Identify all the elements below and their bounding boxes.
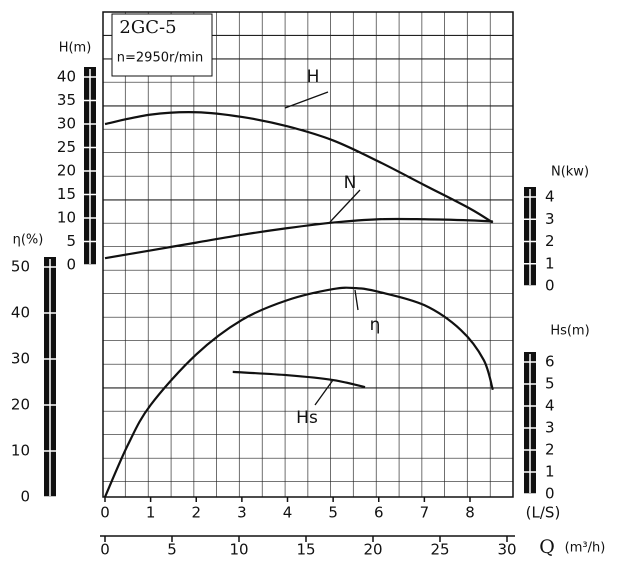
curve-label: Hs (296, 408, 318, 428)
x-axis-title: (L/S) (526, 504, 561, 522)
chart-subtitle: n=2950r/min (117, 51, 203, 66)
x-tick-label: 5 (328, 504, 338, 522)
curve (104, 111, 494, 224)
y-tick-label: 2 (545, 441, 555, 459)
x-tick-label: 3 (237, 504, 247, 522)
curve (103, 286, 494, 498)
y-axis-title: N(kw) (551, 165, 589, 180)
y-tick-label: 2 (545, 232, 555, 250)
curve-label: η (370, 315, 381, 335)
y-tick-label: 25 (57, 138, 76, 156)
y-tick-label: 6 (545, 353, 555, 371)
y-axis-title: η(%) (13, 233, 44, 248)
x-axis-title: Q (539, 536, 555, 558)
y-tick-label: 4 (545, 397, 555, 415)
y-axis-title: H(m) (59, 41, 92, 56)
curve (232, 370, 366, 389)
x-tick-label: 8 (465, 504, 475, 522)
y-tick-label: 0 (545, 277, 555, 295)
y-tick-label: 35 (57, 91, 76, 109)
y-tick-label: 3 (545, 210, 555, 228)
y-tick-label: 15 (57, 185, 76, 203)
y-tick-label: 0 (66, 256, 76, 274)
curve-label: N (344, 173, 357, 193)
y-tick-label: 5 (66, 232, 76, 250)
y-tick-label: 30 (57, 115, 76, 133)
title-box (111, 13, 213, 77)
y-tick-label: 10 (11, 442, 30, 460)
y-tick-label: 20 (11, 396, 30, 414)
x-tick-label: 2 (191, 504, 201, 522)
curve (104, 217, 493, 260)
curve-label: H (307, 67, 320, 87)
y-tick-label: 0 (545, 485, 555, 503)
y-tick-label: 30 (11, 350, 30, 368)
x-tick-label: 7 (420, 504, 430, 522)
x-tick-label: 25 (430, 541, 449, 559)
x-tick-label: 30 (497, 541, 516, 559)
y-tick-label: 1 (545, 463, 555, 481)
y-tick-label: 1 (545, 254, 555, 272)
x-tick-label: 10 (229, 541, 248, 559)
label-leader (329, 189, 361, 223)
y-axis-title: Hs(m) (550, 324, 589, 339)
y-tick-label: 20 (57, 162, 76, 180)
y-tick-label: 5 (545, 375, 555, 393)
label-leader (284, 91, 329, 109)
y-tick-label: 40 (57, 68, 76, 86)
y-tick-label: 10 (57, 209, 76, 227)
x-tick-label: 15 (296, 541, 315, 559)
y-tick-label: 4 (545, 188, 555, 206)
x-tick-label: 6 (374, 504, 384, 522)
chart-title: 2GC-5 (119, 17, 176, 38)
label-leader (354, 289, 359, 311)
label-leader (314, 379, 334, 406)
x-tick-label: 1 (146, 504, 156, 522)
plot-grid (102, 11, 514, 498)
y-tick-label: 3 (545, 419, 555, 437)
x-tick-label: 20 (363, 541, 382, 559)
x-tick-label: 0 (100, 541, 110, 559)
x-tick-label: 0 (100, 504, 110, 522)
x-tick-label: 5 (167, 541, 177, 559)
y-tick-label: 0 (20, 488, 30, 506)
y-tick-label: 50 (11, 258, 30, 276)
x-axis-unit: (m³/h) (565, 541, 606, 556)
y-tick-label: 40 (11, 304, 30, 322)
x-tick-label: 4 (283, 504, 293, 522)
